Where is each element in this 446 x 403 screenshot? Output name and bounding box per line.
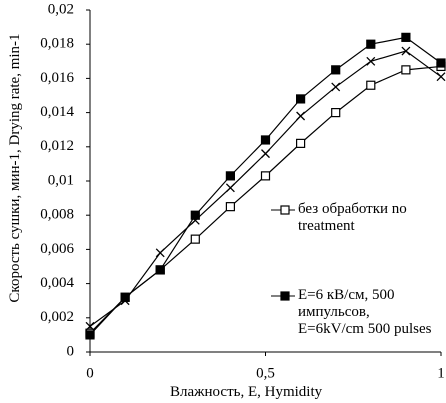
legend-marker — [280, 291, 290, 301]
legend-label: без обработки no treatment — [298, 201, 446, 235]
point — [366, 56, 376, 66]
point — [401, 46, 411, 56]
point — [225, 202, 235, 212]
point — [225, 171, 235, 181]
point — [190, 234, 200, 244]
y-tick-label: 0,02 — [48, 1, 74, 17]
x-tick-label: 1 — [437, 365, 445, 381]
point — [155, 248, 165, 258]
point-stroke — [225, 183, 235, 193]
point — [296, 94, 306, 104]
point-stroke — [366, 56, 376, 66]
point — [436, 72, 446, 82]
point — [331, 107, 341, 118]
y-tick-label: 0,018 — [40, 36, 74, 52]
point — [261, 149, 270, 159]
point — [85, 330, 95, 340]
point — [366, 80, 376, 90]
y-tick-label: 0 — [67, 343, 75, 359]
point — [366, 39, 376, 49]
y-tick-label: 0,01 — [48, 172, 74, 188]
point — [120, 296, 130, 306]
x-tick-label: 0,5 — [256, 365, 275, 381]
point-stroke — [436, 72, 446, 82]
point — [296, 138, 306, 148]
point-stroke — [331, 82, 341, 92]
legend-marker — [280, 205, 290, 215]
point-stroke — [85, 321, 95, 331]
point-stroke — [155, 248, 165, 258]
point — [260, 135, 271, 145]
point — [225, 183, 235, 193]
point — [155, 265, 165, 275]
point-stroke — [120, 296, 130, 306]
y-tick-label: 0,006 — [40, 241, 74, 257]
legend-label: E=6 кВ/см, 500 импульсов, E=6kV/cm 500 p… — [298, 287, 438, 338]
y-axis-label: Скорость сушки, мин-1, Drying rate, min-… — [7, 33, 23, 303]
point — [401, 32, 411, 42]
point-stroke — [401, 46, 411, 56]
x-tick-label: 0 — [86, 365, 94, 381]
y-tick-label: 0,004 — [40, 275, 74, 291]
point — [190, 215, 200, 225]
point-stroke — [190, 215, 200, 225]
x-axis-label: Влажность, E, Hymidity — [170, 384, 323, 401]
y-tick-label: 0,012 — [40, 138, 74, 154]
point — [331, 82, 341, 92]
point-stroke — [296, 111, 306, 121]
y-tick-label: 0,008 — [40, 207, 74, 223]
point — [85, 321, 95, 331]
point — [260, 171, 271, 181]
point — [331, 65, 341, 75]
y-tick-label: 0,016 — [40, 70, 74, 86]
series-line — [89, 50, 442, 327]
y-tick-label: 0,014 — [40, 104, 74, 120]
point-stroke — [261, 149, 270, 159]
point — [401, 65, 411, 75]
point — [436, 58, 446, 68]
y-tick-label: 0,002 — [40, 309, 74, 325]
point — [296, 111, 306, 121]
point — [190, 210, 200, 220]
